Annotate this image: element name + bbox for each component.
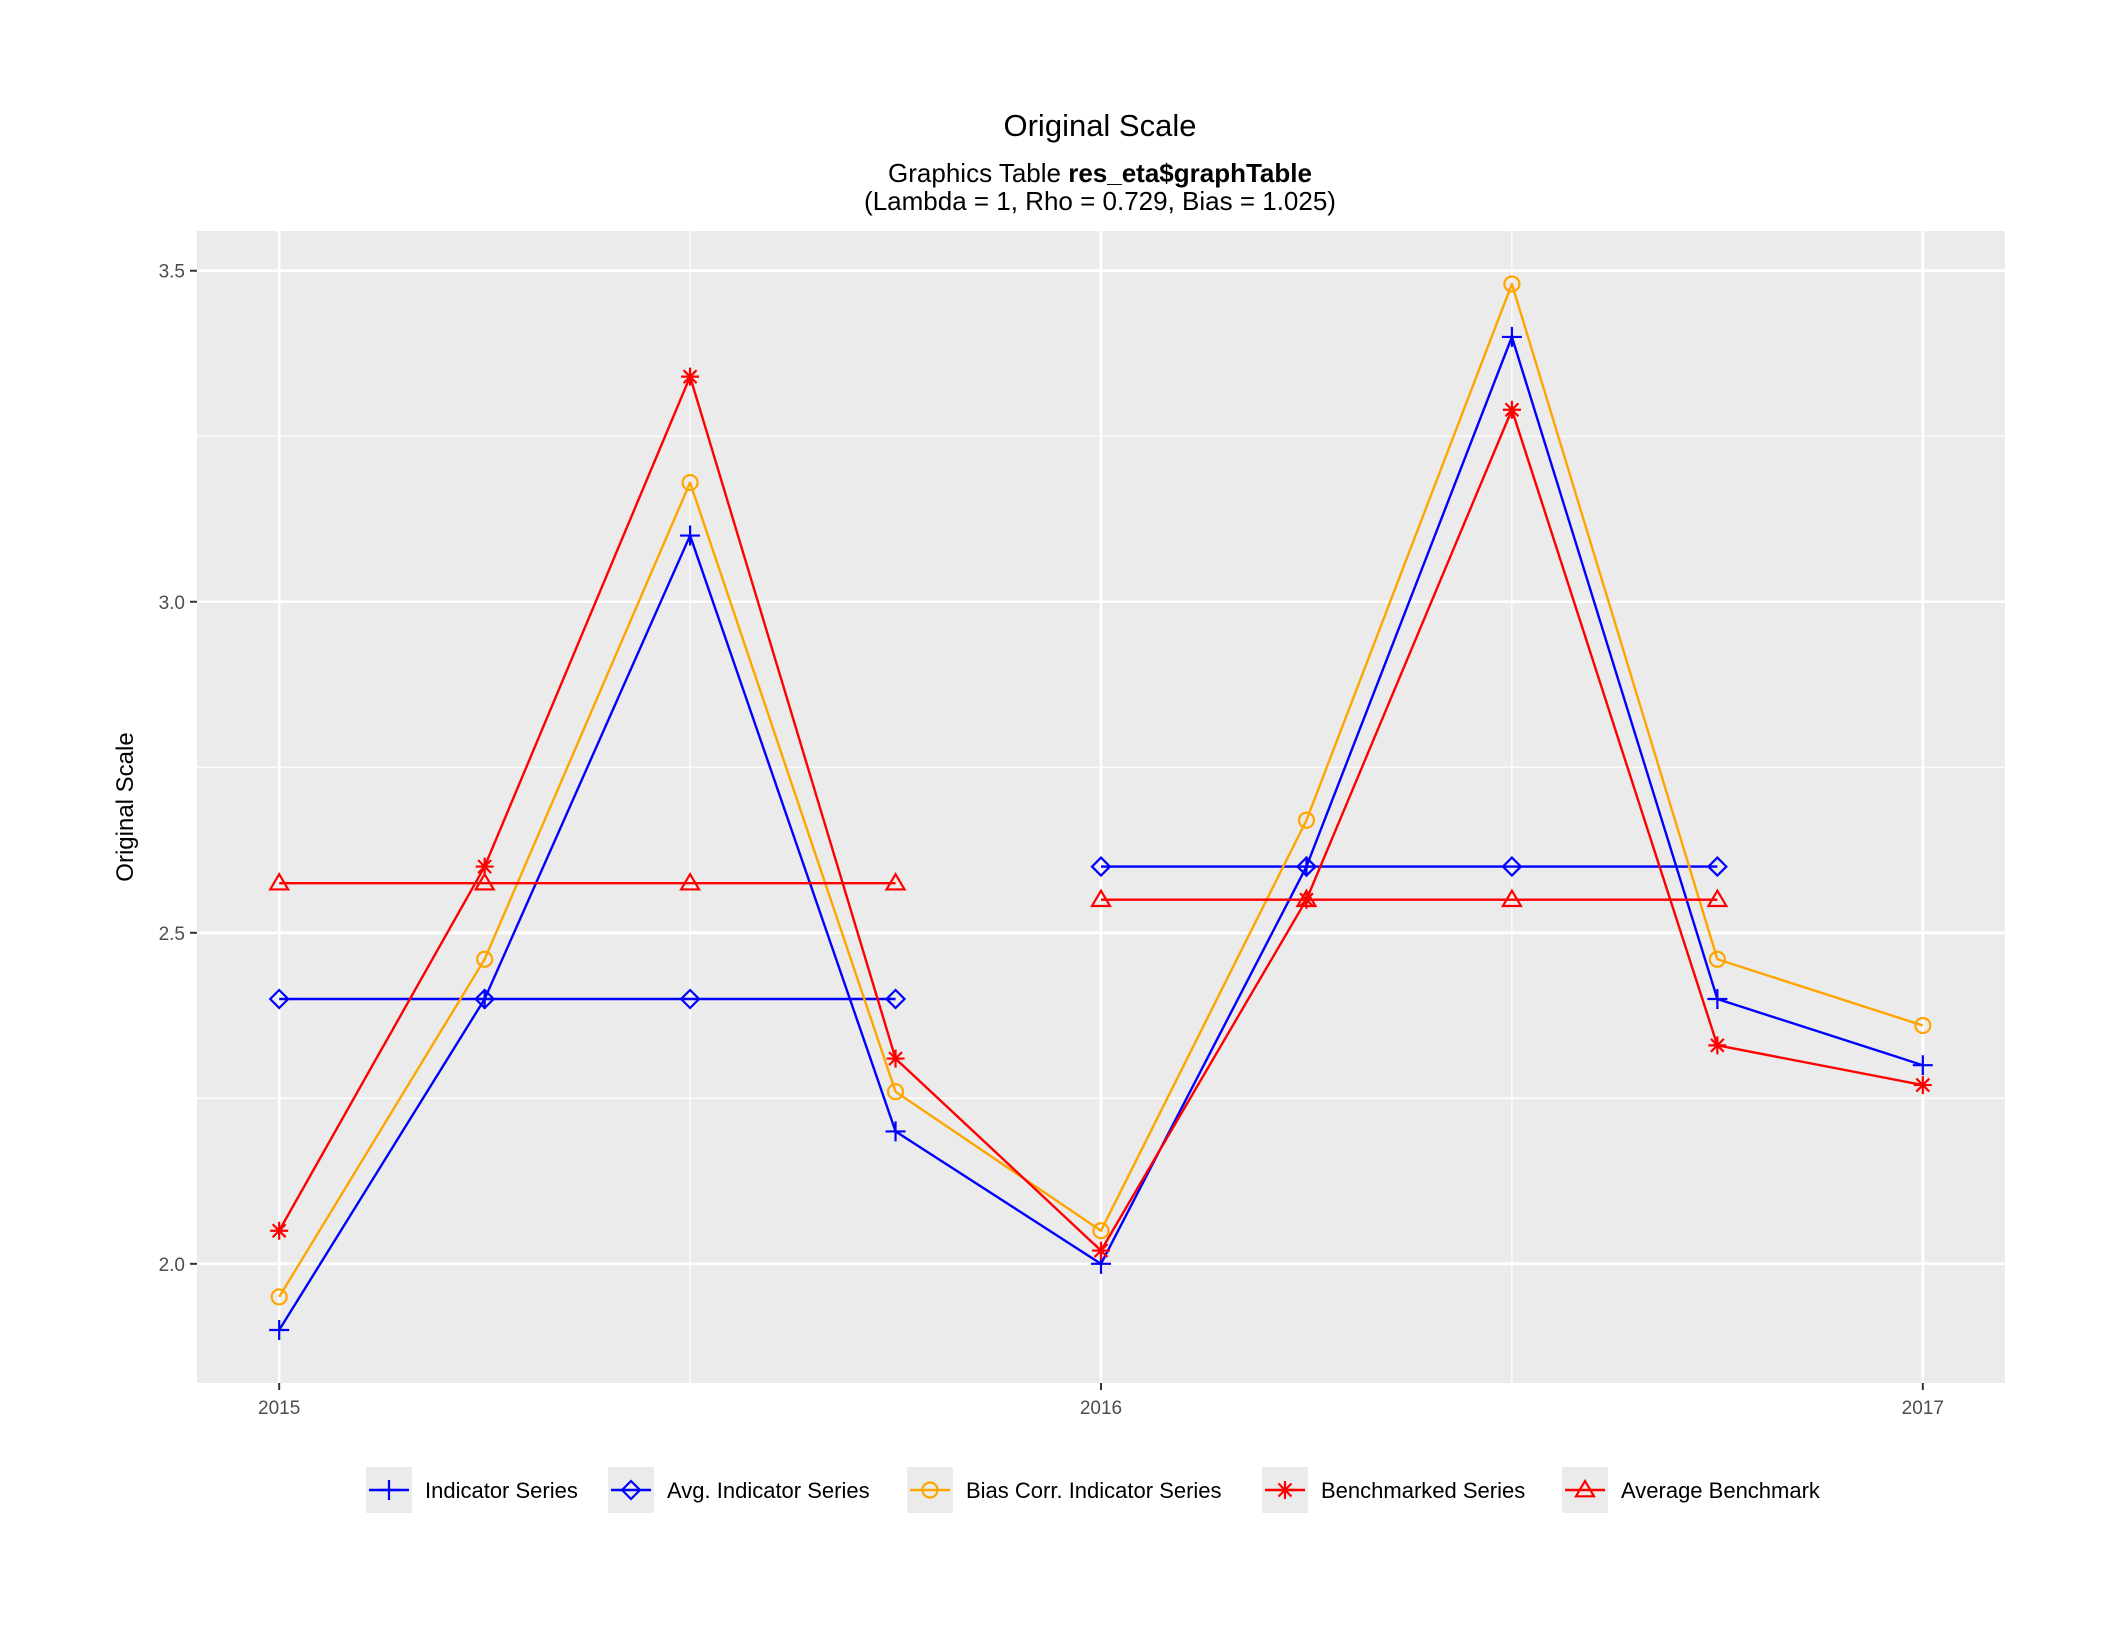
data-point-circle	[681, 473, 699, 492]
data-point-diamond	[884, 988, 907, 1010]
data-point-star	[1708, 1036, 1727, 1055]
legend: Indicator Series Avg. Indicator Series Bia…	[366, 1467, 1821, 1513]
data-point-star	[1502, 400, 1521, 419]
legend-key-marker-plus	[379, 1480, 399, 1500]
legend-key-marker-triangle	[1574, 1478, 1596, 1498]
legend-key-marker-diamond	[620, 1479, 642, 1501]
data-point-diamond	[268, 988, 290, 1010]
x-tick-label: 2017	[1902, 1398, 1944, 1419]
y-axis-label: Original Scale	[112, 732, 139, 881]
data-point-diamond	[1706, 856, 1728, 878]
data-point-star	[681, 367, 700, 386]
data-point-circle	[1092, 1222, 1110, 1240]
data-point-diamond	[474, 988, 496, 1010]
data-point-circle	[886, 1083, 905, 1101]
chart-subtitle-line2: (Lambda = 1, Rho = 0.729, Bias = 1.025)	[864, 186, 1336, 216]
series-layer	[268, 275, 1933, 1341]
data-point-star	[1092, 1241, 1110, 1260]
data-point-circle	[1914, 1016, 1932, 1035]
legend-item: Indicator Series	[366, 1467, 578, 1513]
x-tick-label: 2016	[1080, 1398, 1122, 1419]
data-point-triangle	[1295, 888, 1318, 908]
data-point-triangle	[473, 871, 496, 891]
data-point-triangle	[268, 871, 291, 891]
data-point-plus	[1501, 326, 1522, 347]
data-point-plus	[1707, 989, 1728, 1009]
gridlines	[197, 231, 2005, 1383]
data-point-circle	[270, 1288, 288, 1306]
data-point-triangle	[884, 871, 907, 891]
legend-label: Benchmarked Series	[1321, 1478, 1525, 1503]
data-point-plus	[885, 1121, 906, 1142]
data-point-circle	[1297, 811, 1316, 829]
legend-item: Avg. Indicator Series	[608, 1467, 870, 1513]
legend-item: Bias Corr. Indicator Series	[907, 1467, 1222, 1513]
data-point-diamond	[679, 988, 701, 1010]
legend-label: Bias Corr. Indicator Series	[966, 1478, 1222, 1503]
data-point-star	[886, 1049, 905, 1068]
y-tick-label: 3.5	[159, 262, 185, 283]
y-tick-label: 3.0	[159, 593, 185, 614]
data-point-star	[1913, 1076, 1932, 1095]
data-point-triangle	[1706, 888, 1729, 908]
data-point-star	[475, 857, 494, 876]
legend-key-marker-star	[1276, 1481, 1294, 1499]
data-point-circle	[1708, 950, 1726, 968]
legend-label: Average Benchmark	[1621, 1478, 1821, 1503]
data-point-plus	[269, 1320, 290, 1341]
subtitle-prefix: Graphics Table	[888, 158, 1068, 188]
series-plus	[269, 326, 1933, 1341]
y-tick-label: 2.5	[159, 924, 185, 945]
data-point-triangle	[1500, 888, 1523, 908]
data-point-plus	[680, 525, 701, 546]
series-triangle	[268, 871, 1729, 908]
data-point-diamond	[1501, 856, 1523, 878]
legend-item: Benchmarked Series	[1262, 1467, 1525, 1513]
data-point-plus	[1912, 1055, 1933, 1076]
legend-item: Average Benchmark	[1562, 1467, 1821, 1513]
data-point-star	[270, 1221, 289, 1240]
legend-key-marker-circle	[921, 1481, 939, 1499]
y-tick-label: 2.0	[159, 1255, 185, 1276]
data-point-triangle	[1090, 888, 1112, 908]
series-diamond	[268, 856, 1728, 1010]
legend-label: Indicator Series	[425, 1478, 578, 1503]
chart-title: Original Scale	[1004, 108, 1197, 143]
series-line	[278, 282, 1924, 1298]
data-point-triangle	[679, 871, 702, 891]
series-circle	[270, 275, 1932, 1306]
subtitle-bold: res_eta$graphTable	[1068, 158, 1312, 188]
data-point-diamond	[1090, 856, 1112, 878]
legend-label: Avg. Indicator Series	[667, 1478, 870, 1503]
chart-subtitle: Graphics Table res_eta$graphTable	[888, 158, 1312, 188]
data-point-diamond	[1295, 856, 1318, 878]
data-point-circle	[476, 950, 494, 968]
data-point-circle	[1503, 275, 1521, 293]
axis-layer: 2.0 2.5 3.0 3.5 2015 2016 2017	[159, 262, 1944, 1419]
x-tick-label: 2015	[258, 1398, 300, 1419]
